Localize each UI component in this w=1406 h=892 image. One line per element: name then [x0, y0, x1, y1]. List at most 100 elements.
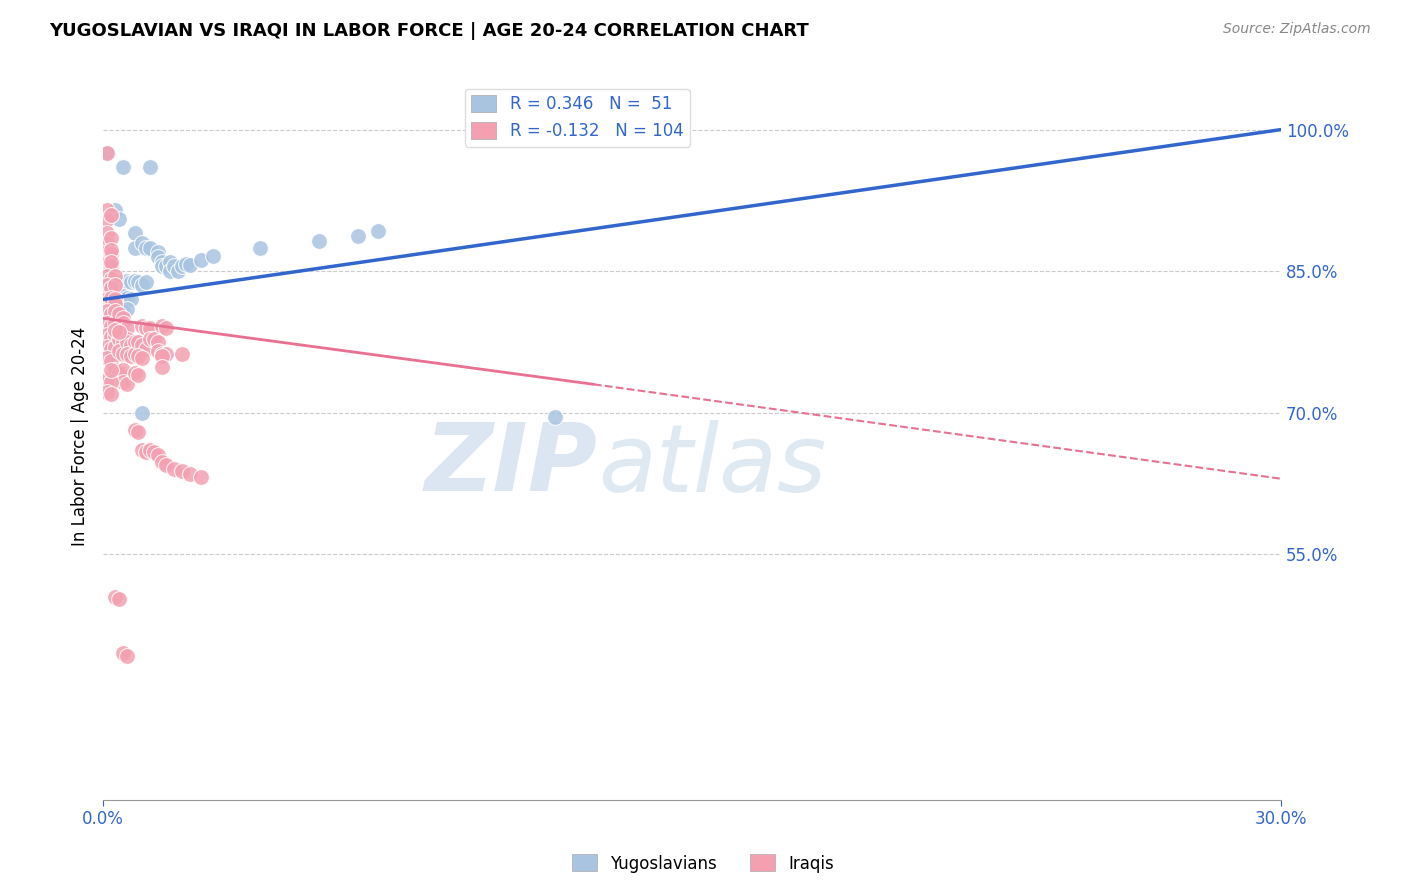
Point	[100, 307, 122, 321]
Point	[111, 334, 134, 349]
Text: YUGOSLAVIAN VS IRAQI IN LABOR FORCE | AGE 20-24 CORRELATION CHART: YUGOSLAVIAN VS IRAQI IN LABOR FORCE | AG…	[49, 22, 808, 40]
Point	[115, 347, 138, 361]
Point	[131, 337, 153, 351]
Point	[131, 351, 153, 365]
Point	[124, 334, 146, 349]
Point	[124, 274, 146, 288]
Point	[104, 363, 127, 377]
Point	[100, 353, 122, 368]
Point	[100, 281, 122, 295]
Point	[111, 161, 134, 175]
Point	[131, 318, 153, 333]
Point	[124, 347, 146, 361]
Point	[100, 363, 122, 377]
Point	[131, 278, 153, 293]
Point	[115, 377, 138, 392]
Point	[135, 241, 157, 255]
Point	[115, 274, 138, 288]
Point	[139, 332, 162, 346]
Point	[163, 462, 186, 476]
Point	[100, 247, 122, 261]
Point	[124, 227, 146, 241]
Point	[111, 303, 134, 318]
Point	[155, 458, 177, 472]
Point	[111, 316, 134, 330]
Point	[179, 259, 201, 273]
Point	[174, 256, 197, 270]
Point	[108, 592, 131, 607]
Legend: Yugoslavians, Iraqis: Yugoslavians, Iraqis	[565, 847, 841, 880]
Point	[100, 386, 122, 401]
Point	[131, 235, 153, 250]
Point	[150, 455, 173, 469]
Point	[96, 212, 118, 227]
Point	[115, 320, 138, 334]
Point	[104, 328, 127, 343]
Point	[150, 347, 173, 361]
Point	[100, 207, 122, 221]
Point	[347, 229, 370, 244]
Point	[104, 293, 127, 307]
Point	[308, 234, 330, 248]
Point	[127, 334, 149, 349]
Point	[96, 384, 118, 399]
Point	[96, 256, 118, 270]
Point	[135, 276, 157, 290]
Point	[96, 293, 118, 307]
Point	[155, 347, 177, 361]
Point	[139, 161, 162, 175]
Point	[108, 332, 131, 346]
Point	[150, 260, 173, 274]
Point	[111, 288, 134, 302]
Point	[170, 464, 193, 478]
Point	[100, 231, 122, 245]
Point	[108, 307, 131, 321]
Point	[96, 278, 118, 293]
Point	[104, 293, 127, 307]
Point	[100, 274, 122, 288]
Point	[100, 318, 122, 333]
Point	[100, 294, 122, 309]
Point	[108, 276, 131, 290]
Point	[111, 646, 134, 660]
Point	[96, 146, 118, 161]
Point	[100, 376, 122, 390]
Point	[100, 260, 122, 274]
Point	[96, 146, 118, 161]
Point	[96, 340, 118, 354]
Point	[150, 254, 173, 268]
Point	[159, 264, 181, 278]
Point	[108, 344, 131, 359]
Point	[367, 225, 389, 239]
Point	[104, 340, 127, 354]
Y-axis label: In Labor Force | Age 20-24: In Labor Force | Age 20-24	[72, 326, 89, 546]
Text: Source: ZipAtlas.com: Source: ZipAtlas.com	[1223, 22, 1371, 37]
Point	[96, 351, 118, 365]
Point	[143, 332, 166, 346]
Point	[166, 264, 188, 278]
Point	[104, 297, 127, 311]
Point	[127, 368, 149, 382]
Point	[96, 328, 118, 343]
Point	[146, 245, 169, 260]
Point	[120, 337, 142, 351]
Point	[131, 406, 153, 420]
Point	[146, 344, 169, 359]
Text: ZIP: ZIP	[425, 419, 598, 511]
Point	[146, 250, 169, 264]
Point	[104, 303, 127, 318]
Point	[249, 241, 271, 255]
Point	[104, 278, 127, 293]
Point	[108, 366, 131, 380]
Point	[104, 277, 127, 292]
Point	[96, 202, 118, 217]
Point	[115, 301, 138, 316]
Point	[146, 448, 169, 462]
Point	[100, 254, 122, 268]
Point	[104, 316, 127, 330]
Point	[115, 332, 138, 346]
Point	[108, 212, 131, 227]
Legend: R = 0.346   N =  51, R = -0.132   N = 104: R = 0.346 N = 51, R = -0.132 N = 104	[465, 88, 690, 146]
Point	[104, 268, 127, 283]
Point	[96, 235, 118, 250]
